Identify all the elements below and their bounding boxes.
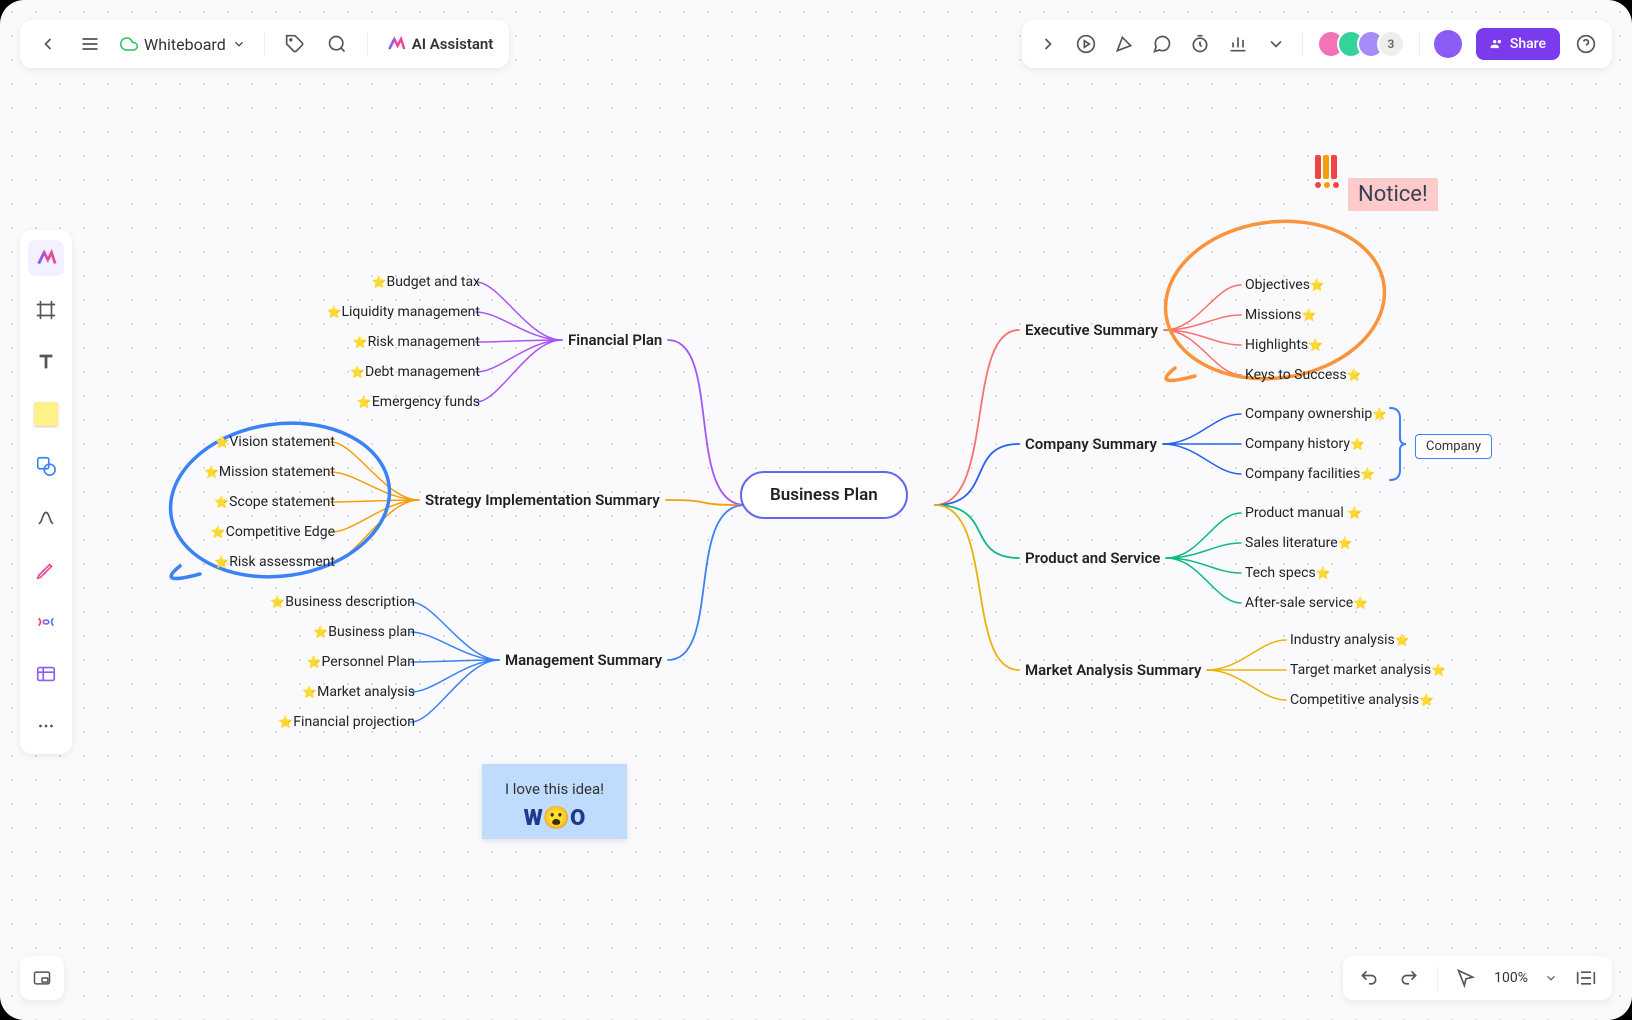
mindmap-node[interactable]: Company facilities⭐ [1245,466,1375,482]
undo-button[interactable] [1357,966,1381,990]
mindmap-node[interactable]: Executive Summary [1025,321,1158,339]
cursor-button[interactable] [1454,966,1478,990]
mindmap-node[interactable]: After-sale service⭐ [1245,595,1368,611]
mindmap-node[interactable]: ⭐Mission statement [204,464,335,480]
mindmap-node[interactable]: ⭐Market analysis [302,684,415,700]
mindmap-node[interactable]: Strategy Implementation Summary [425,491,660,509]
mindmap-node[interactable]: ⭐Vision statement [214,434,335,450]
mindmap-node[interactable]: Company history⭐ [1245,436,1365,452]
mindmap-node[interactable]: Business Plan [740,471,908,519]
redo-button[interactable] [1397,966,1421,990]
exclaim-icon [1315,155,1337,179]
mindmap-node[interactable]: ⭐Debt management [350,364,480,380]
bottom-toolbar: 100% [1343,956,1612,1000]
mindmap-node[interactable]: Industry analysis⭐ [1290,632,1410,648]
mindmap-node[interactable]: ⭐Liquidity management [327,304,481,320]
zoom-level[interactable]: 100% [1494,970,1528,986]
notice-annotation[interactable]: Notice! [1348,178,1438,211]
mindmap-node[interactable]: Company ownership⭐ [1245,406,1387,422]
mindmap-node[interactable]: Market Analysis Summary [1025,661,1201,679]
mindmap-node[interactable]: Sales literature⭐ [1245,535,1353,551]
mindmap-node[interactable]: ⭐Business plan [313,624,415,640]
mindmap-node[interactable]: ⭐Competitive Edge [211,524,335,540]
mindmap-node[interactable]: Financial Plan [568,331,662,349]
mindmap-node[interactable]: Product manual ⭐ [1245,505,1362,521]
mindmap-node[interactable]: ⭐Scope statement [214,494,335,510]
mindmap-node[interactable]: Competitive analysis⭐ [1290,692,1434,708]
sticky-note[interactable]: I love this idea!W😮O [482,764,627,839]
mindmap-node[interactable]: Management Summary [505,651,662,669]
mindmap-node[interactable]: ⭐Business description [270,594,415,610]
mindmap-node[interactable]: Company Summary [1025,435,1157,453]
mindmap-node[interactable]: Keys to Success⭐ [1245,367,1362,383]
minimap-button[interactable] [20,956,64,1000]
mindmap-node[interactable]: Missions⭐ [1245,307,1316,323]
mindmap-node[interactable]: ⭐Financial projection [278,714,415,730]
mindmap-node[interactable]: Highlights⭐ [1245,337,1323,353]
mindmap-node[interactable]: Tech specs⭐ [1245,565,1331,581]
company-box[interactable]: Company [1415,434,1492,459]
app-frame: Whiteboard AI Assistant [0,0,1632,1020]
canvas[interactable]: Business Plan Financial Plan ⭐Budget and t… [0,0,1632,1020]
mindmap-node[interactable]: ⭐Budget and tax [372,274,480,290]
mindmap-node[interactable]: Target market analysis⭐ [1290,662,1446,678]
chevron-down-icon[interactable] [1544,971,1558,985]
fit-view-button[interactable] [1574,966,1598,990]
mindmap-node[interactable]: ⭐Personnel Plan [307,654,415,670]
mindmap-node[interactable]: ⭐Risk management [353,334,480,350]
mindmap-node[interactable]: Objectives⭐ [1245,277,1325,293]
mindmap-node[interactable]: ⭐Emergency funds [357,394,480,410]
mindmap-node[interactable]: ⭐Risk assessment [214,554,335,570]
mindmap-node[interactable]: Product and Service [1025,549,1160,567]
